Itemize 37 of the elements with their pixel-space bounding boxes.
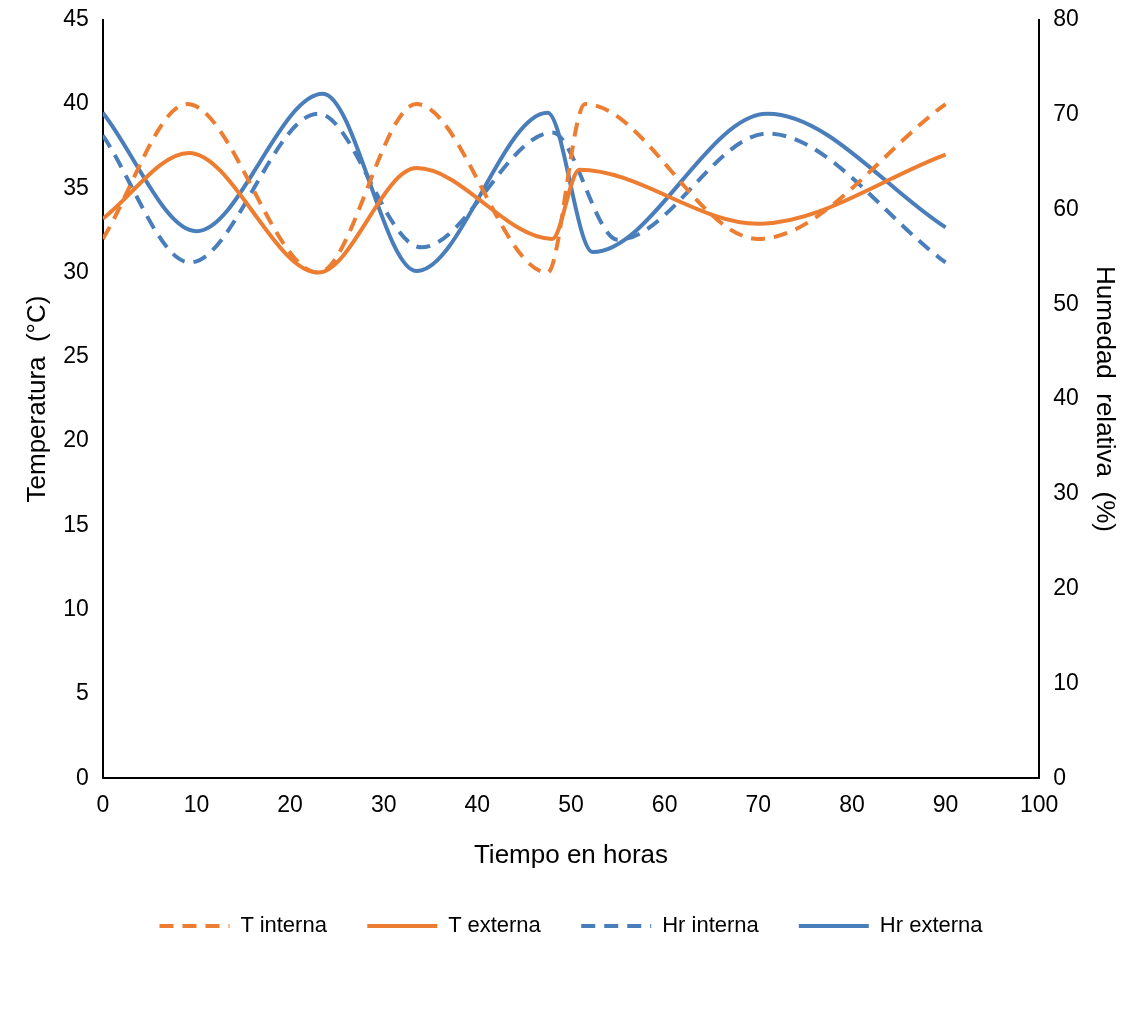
x-tick-label: 100: [1020, 791, 1059, 818]
y2-tick-label: 20: [1053, 573, 1079, 600]
y2-tick-label: 60: [1053, 194, 1079, 221]
x-tick-label: 90: [932, 791, 959, 818]
y-axis-title: Temperatura (°C): [20, 295, 51, 503]
y-tick-label: 0: [75, 763, 89, 790]
legend-label: Hr interna: [662, 912, 760, 938]
x-tick-label: 30: [370, 791, 397, 818]
y2-tick-label: 30: [1053, 479, 1079, 506]
y2-tick-label: 50: [1053, 289, 1079, 316]
x-axis-title: Tiempo en horas: [473, 838, 669, 869]
y-tick-label: 15: [63, 510, 89, 537]
legend-label: T externa: [448, 912, 542, 938]
x-tick-label: 60: [651, 791, 678, 818]
x-tick-label: 80: [839, 791, 865, 818]
legend-label: T interna: [240, 912, 328, 938]
y2-tick-label: 80: [1053, 5, 1079, 32]
x-tick-label: 50: [558, 791, 584, 818]
x-tick-label: 20: [277, 791, 303, 818]
y-tick-label: 5: [75, 679, 89, 706]
y2-tick-label: 10: [1053, 668, 1079, 695]
y-tick-label: 30: [63, 257, 89, 284]
x-tick-label: 40: [464, 791, 491, 818]
y-tick-label: 20: [63, 426, 89, 453]
y2-tick-label: 40: [1053, 384, 1079, 411]
y2-axis-title: Humedad relativa (%): [1091, 266, 1122, 532]
x-tick-label: 0: [96, 791, 110, 818]
y2-tick-label: 0: [1053, 763, 1067, 790]
y-tick-label: 35: [63, 173, 89, 200]
x-tick-label: 10: [183, 791, 210, 818]
y2-tick-label: 70: [1053, 99, 1079, 126]
y-tick-label: 25: [63, 342, 89, 369]
y-tick-label: 40: [63, 89, 89, 116]
y-tick-label: 45: [63, 5, 89, 32]
legend-label: Hr externa: [879, 912, 984, 938]
x-tick-label: 70: [745, 791, 772, 818]
y-tick-label: 10: [63, 595, 89, 622]
